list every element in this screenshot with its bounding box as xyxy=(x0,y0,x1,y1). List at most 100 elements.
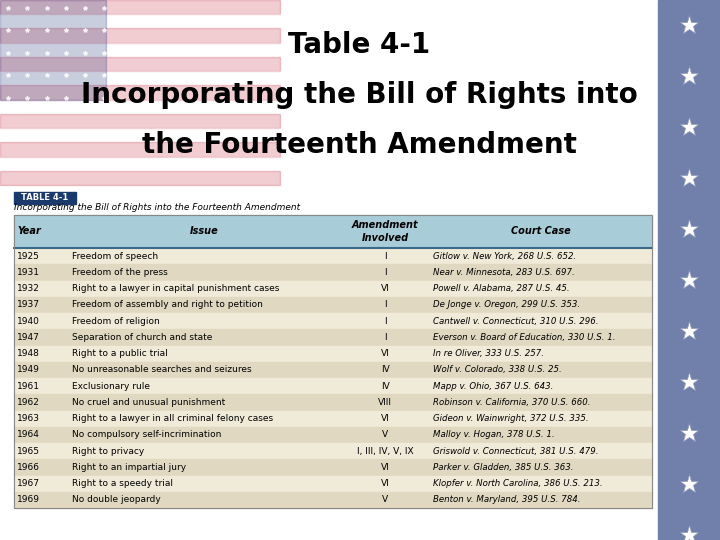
Text: 1947: 1947 xyxy=(17,333,40,342)
Text: Separation of church and state: Separation of church and state xyxy=(72,333,212,342)
Text: Right to a lawyer in all criminal felony cases: Right to a lawyer in all criminal felony… xyxy=(72,414,273,423)
Text: Amendment
Involved: Amendment Involved xyxy=(351,220,418,242)
Text: Freedom of assembly and right to petition: Freedom of assembly and right to petitio… xyxy=(72,300,263,309)
Text: VI: VI xyxy=(381,463,390,472)
Bar xyxy=(0,114,280,128)
Text: Everson v. Board of Education, 330 U.S. 1.: Everson v. Board of Education, 330 U.S. … xyxy=(433,333,616,342)
Bar xyxy=(0,171,280,185)
Bar xyxy=(0,14,280,29)
Text: 1925: 1925 xyxy=(17,252,40,261)
Bar xyxy=(14,362,652,378)
Bar xyxy=(0,29,280,43)
Text: 1961: 1961 xyxy=(17,382,40,390)
Text: Freedom of religion: Freedom of religion xyxy=(72,316,160,326)
Bar xyxy=(14,394,652,410)
Bar xyxy=(14,459,652,476)
Text: Gitlow v. New York, 268 U.S. 652.: Gitlow v. New York, 268 U.S. 652. xyxy=(433,252,576,261)
Bar xyxy=(14,378,652,394)
Bar xyxy=(0,71,280,85)
Bar xyxy=(0,157,280,171)
Bar xyxy=(0,143,280,157)
Text: VIII: VIII xyxy=(378,398,392,407)
Bar xyxy=(14,427,652,443)
Text: Table 4-1: Table 4-1 xyxy=(288,31,430,59)
Text: Klopfer v. North Carolina, 386 U.S. 213.: Klopfer v. North Carolina, 386 U.S. 213. xyxy=(433,479,603,488)
Text: Incorporating the Bill of Rights into the Fourteenth Amendment: Incorporating the Bill of Rights into th… xyxy=(14,204,300,213)
Bar xyxy=(14,297,652,313)
Text: Exclusionary rule: Exclusionary rule xyxy=(72,382,150,390)
Text: Malloy v. Hogan, 378 U.S. 1.: Malloy v. Hogan, 378 U.S. 1. xyxy=(433,430,554,440)
Bar xyxy=(14,313,652,329)
Bar xyxy=(14,264,652,280)
Bar xyxy=(0,85,280,99)
Text: Gideon v. Wainwright, 372 U.S. 335.: Gideon v. Wainwright, 372 U.S. 335. xyxy=(433,414,589,423)
Bar xyxy=(14,346,652,362)
Text: VI: VI xyxy=(381,284,390,293)
Text: 1963: 1963 xyxy=(17,414,40,423)
Bar xyxy=(14,280,652,297)
Text: Right to a public trial: Right to a public trial xyxy=(72,349,168,358)
Text: Right to privacy: Right to privacy xyxy=(72,447,144,456)
Text: 1964: 1964 xyxy=(17,430,40,440)
Bar xyxy=(14,248,652,264)
Text: Benton v. Maryland, 395 U.S. 784.: Benton v. Maryland, 395 U.S. 784. xyxy=(433,495,580,504)
Text: No cruel and unusual punishment: No cruel and unusual punishment xyxy=(72,398,225,407)
Text: TABLE 4-1: TABLE 4-1 xyxy=(22,193,68,202)
Text: Right to a lawyer in capital punishment cases: Right to a lawyer in capital punishment … xyxy=(72,284,279,293)
Text: 1966: 1966 xyxy=(17,463,40,472)
Text: 1931: 1931 xyxy=(17,268,40,277)
Bar xyxy=(14,215,652,508)
Bar xyxy=(14,476,652,492)
Text: the Fourteenth Amendment: the Fourteenth Amendment xyxy=(142,131,577,159)
Text: Court Case: Court Case xyxy=(511,226,571,237)
Text: 1965: 1965 xyxy=(17,447,40,456)
Bar xyxy=(0,99,280,114)
Text: Incorporating the Bill of Rights into: Incorporating the Bill of Rights into xyxy=(81,81,637,109)
Text: 1967: 1967 xyxy=(17,479,40,488)
Bar xyxy=(0,0,280,14)
Text: I: I xyxy=(384,268,387,277)
Bar xyxy=(14,492,652,508)
Bar xyxy=(0,57,280,71)
Text: I: I xyxy=(384,300,387,309)
Text: Wolf v. Colorado, 338 U.S. 25.: Wolf v. Colorado, 338 U.S. 25. xyxy=(433,366,562,374)
Bar xyxy=(14,410,652,427)
Text: Freedom of speech: Freedom of speech xyxy=(72,252,158,261)
Text: Year: Year xyxy=(17,226,41,237)
Text: Parker v. Gladden, 385 U.S. 363.: Parker v. Gladden, 385 U.S. 363. xyxy=(433,463,574,472)
Text: 1948: 1948 xyxy=(17,349,40,358)
Text: I: I xyxy=(384,333,387,342)
Text: Robinson v. California, 370 U.S. 660.: Robinson v. California, 370 U.S. 660. xyxy=(433,398,590,407)
Text: 1932: 1932 xyxy=(17,284,40,293)
Text: Cantwell v. Connecticut, 310 U.S. 296.: Cantwell v. Connecticut, 310 U.S. 296. xyxy=(433,316,598,326)
Text: V: V xyxy=(382,430,388,440)
Text: 1937: 1937 xyxy=(17,300,40,309)
Bar xyxy=(14,215,652,248)
Text: Freedom of the press: Freedom of the press xyxy=(72,268,168,277)
Text: Griswold v. Connecticut, 381 U.S. 479.: Griswold v. Connecticut, 381 U.S. 479. xyxy=(433,447,598,456)
Bar xyxy=(0,43,280,57)
Text: I: I xyxy=(384,252,387,261)
Text: IV: IV xyxy=(381,366,390,374)
Text: 1962: 1962 xyxy=(17,398,40,407)
Text: No double jeopardy: No double jeopardy xyxy=(72,495,161,504)
Bar xyxy=(14,329,652,346)
Bar xyxy=(14,443,652,459)
Text: No unreasonable searches and seizures: No unreasonable searches and seizures xyxy=(72,366,251,374)
Bar xyxy=(14,192,76,204)
Text: Issue: Issue xyxy=(189,226,218,237)
Text: Right to a speedy trial: Right to a speedy trial xyxy=(72,479,173,488)
Text: Right to an impartial jury: Right to an impartial jury xyxy=(72,463,186,472)
Text: Near v. Minnesota, 283 U.S. 697.: Near v. Minnesota, 283 U.S. 697. xyxy=(433,268,575,277)
Text: No compulsory self-incrimination: No compulsory self-incrimination xyxy=(72,430,221,440)
Text: I, III, IV, V, IX: I, III, IV, V, IX xyxy=(356,447,413,456)
Bar xyxy=(0,0,107,99)
Text: VI: VI xyxy=(381,414,390,423)
Text: IV: IV xyxy=(381,382,390,390)
Text: De Jonge v. Oregon, 299 U.S. 353.: De Jonge v. Oregon, 299 U.S. 353. xyxy=(433,300,580,309)
Text: VI: VI xyxy=(381,349,390,358)
Text: V: V xyxy=(382,495,388,504)
Bar xyxy=(658,0,720,540)
Text: In re Oliver, 333 U.S. 257.: In re Oliver, 333 U.S. 257. xyxy=(433,349,544,358)
Text: Mapp v. Ohio, 367 U.S. 643.: Mapp v. Ohio, 367 U.S. 643. xyxy=(433,382,554,390)
